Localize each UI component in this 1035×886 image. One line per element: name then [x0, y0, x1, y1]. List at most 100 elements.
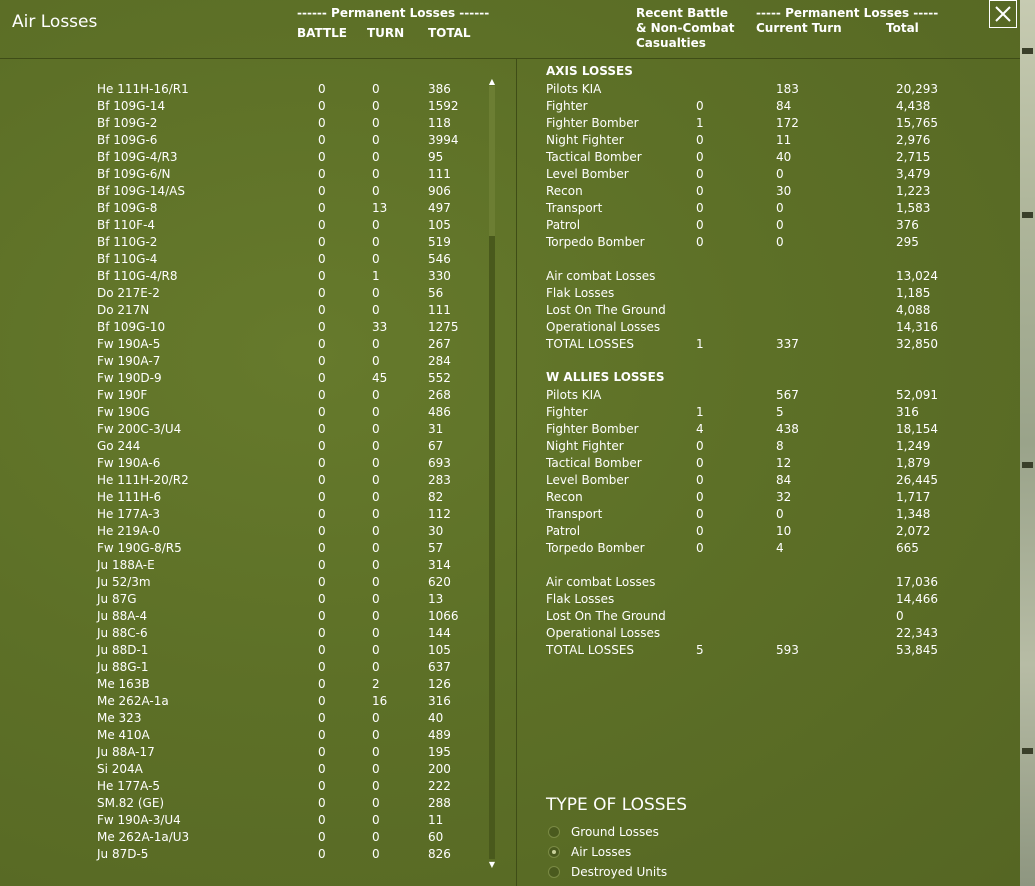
loss-row: Air combat Losses 13,024	[0, 268, 1000, 285]
total-losses: 15,765	[896, 116, 938, 130]
total-losses: 552	[428, 371, 451, 385]
aircraft-row: Fw 190D-9 0 45 552	[0, 370, 480, 387]
radio-button-icon[interactable]	[548, 826, 560, 838]
loss-label: Flak Losses	[546, 592, 615, 606]
battle-losses: 0	[318, 116, 326, 130]
loss-label: Flak Losses	[546, 286, 615, 300]
aircraft-row: He 219A-0 0 0 30	[0, 523, 480, 540]
total-losses: 2,072	[896, 524, 931, 538]
aircraft-name: Fw 190G	[97, 405, 150, 419]
aircraft-name: He 111H-6	[97, 490, 162, 504]
turn-losses: 0	[372, 762, 380, 776]
battle-losses: 0	[318, 575, 326, 589]
aircraft-row: Fw 190A-7 0 0 284	[0, 353, 480, 370]
aircraft-name: Fw 190F	[97, 388, 148, 402]
aircraft-row: Bf 110G-2 0 0 519	[0, 234, 480, 251]
total-losses: 1,879	[896, 456, 931, 470]
current-turn-losses: 183	[776, 82, 799, 96]
battle-losses: 0	[318, 388, 326, 402]
battle-losses: 0	[318, 167, 326, 181]
close-button[interactable]	[989, 0, 1017, 28]
scrollbar-thumb[interactable]	[489, 86, 495, 236]
aircraft-row: Ju 52/3m 0 0 620	[0, 574, 480, 591]
total-losses: 1,348	[896, 507, 931, 521]
scrollbar-track[interactable]	[489, 86, 495, 859]
loss-label: Fighter Bomber	[546, 116, 639, 130]
aircraft-name: Ju 87G	[97, 592, 137, 606]
window-title: Air Losses	[12, 12, 98, 32]
left-permanent-losses-header: ------ Permanent Losses ------	[297, 6, 490, 20]
radio-button-icon[interactable]	[548, 866, 560, 878]
current-turn-losses: 11	[776, 133, 792, 147]
total-losses: 906	[428, 184, 451, 198]
total-losses: 486	[428, 405, 451, 419]
recent-losses: 0	[696, 150, 704, 164]
aircraft-name: Ju 88A-17	[97, 745, 155, 759]
battle-losses: 0	[318, 762, 326, 776]
arrow-down-icon[interactable]: ▼	[488, 859, 496, 869]
turn-losses: 0	[372, 541, 380, 555]
turn-losses: 0	[372, 116, 380, 130]
total-column-header: TOTAL	[428, 26, 471, 40]
turn-losses: 0	[372, 133, 380, 147]
battle-losses: 0	[318, 133, 326, 147]
battle-losses: 0	[318, 626, 326, 640]
battle-losses: 0	[318, 796, 326, 810]
turn-losses: 2	[372, 677, 380, 691]
total-losses: 112	[428, 507, 451, 521]
turn-losses: 0	[372, 388, 380, 402]
arrow-up-icon[interactable]: ▲	[488, 76, 496, 86]
loss-row: Night Fighter 0 8 1,249	[0, 438, 1000, 455]
loss-row: Night Fighter 0 11 2,976	[0, 132, 1000, 149]
current-turn-losses: 438	[776, 422, 799, 436]
recent-losses: 0	[696, 167, 704, 181]
total-losses: 111	[428, 167, 451, 181]
aircraft-row: Bf 109G-2 0 0 118	[0, 115, 480, 132]
recent-battle-header-line3: Casualties	[636, 36, 706, 50]
total-losses: 637	[428, 660, 451, 674]
total-losses: 52,091	[896, 388, 938, 402]
total-losses: 497	[428, 201, 451, 215]
current-turn-losses: 0	[776, 507, 784, 521]
total-losses: 222	[428, 779, 451, 793]
turn-losses: 0	[372, 592, 380, 606]
total-losses: 2,976	[896, 133, 931, 147]
turn-losses: 0	[372, 405, 380, 419]
recent-losses: 1	[696, 405, 704, 419]
turn-losses: 0	[372, 456, 380, 470]
aircraft-list-scrollbar[interactable]: ▲ ▼	[487, 76, 497, 869]
aircraft-row: Fw 190G 0 0 486	[0, 404, 480, 421]
aircraft-row: Bf 109G-4/R3 0 0 95	[0, 149, 480, 166]
total-losses: 489	[428, 728, 451, 742]
battle-losses: 0	[318, 405, 326, 419]
aircraft-name: Bf 109G-4/R3	[97, 150, 178, 164]
radio-button-icon[interactable]	[548, 846, 560, 858]
loss-row: Lost On The Ground 4,088	[0, 302, 1000, 319]
battle-losses: 0	[318, 235, 326, 249]
turn-losses: 0	[372, 626, 380, 640]
total-losses: 283	[428, 473, 451, 487]
turn-losses: 0	[372, 303, 380, 317]
turn-losses: 0	[372, 473, 380, 487]
total-losses: 3,479	[896, 167, 931, 181]
aircraft-row: Bf 109G-14 0 0 1592	[0, 98, 480, 115]
total-losses: 13	[428, 592, 444, 606]
battle-losses: 0	[318, 541, 326, 555]
aircraft-row: Me 262A-1a 0 16 316	[0, 693, 480, 710]
turn-losses: 45	[372, 371, 388, 385]
aircraft-row: Me 323 0 0 40	[0, 710, 480, 727]
aircraft-row: Fw 190F 0 0 268	[0, 387, 480, 404]
turn-losses: 33	[372, 320, 388, 334]
current-turn-losses: 172	[776, 116, 799, 130]
aircraft-row: He 111H-6 0 0 82	[0, 489, 480, 506]
total-losses: 1066	[428, 609, 459, 623]
recent-losses: 0	[696, 235, 704, 249]
turn-losses: 0	[372, 847, 380, 861]
total-losses: 284	[428, 354, 451, 368]
battle-losses: 0	[318, 847, 326, 861]
loss-row: Recon 0 30 1,223	[0, 183, 1000, 200]
aircraft-name: Ju 188A-E	[97, 558, 155, 572]
aircraft-row: Fw 190A-3/U4 0 0 11	[0, 812, 480, 829]
turn-losses: 0	[372, 779, 380, 793]
